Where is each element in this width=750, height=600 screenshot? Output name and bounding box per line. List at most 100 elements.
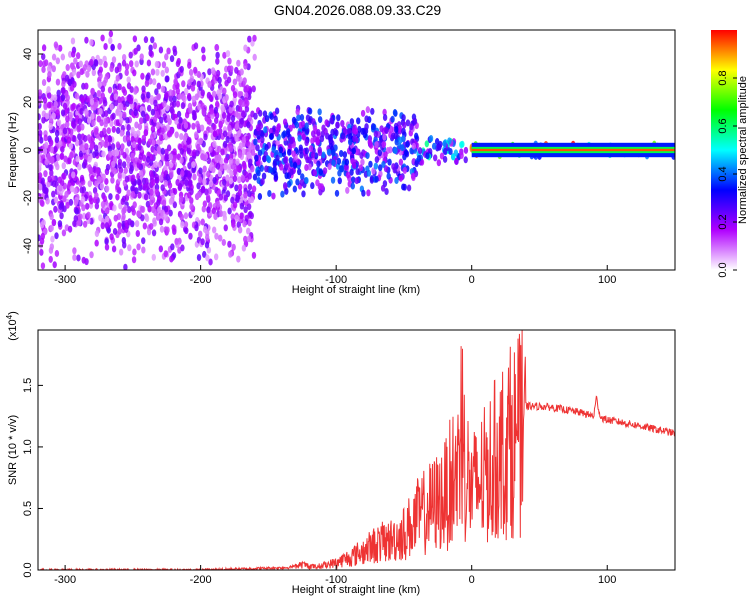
- spectrogram-cell: [61, 86, 66, 94]
- spectrogram-cell: [81, 186, 87, 194]
- spectrogram-cell: [274, 107, 280, 115]
- spectrogram-cell: [383, 151, 388, 159]
- spectrogram-cell: [126, 123, 131, 131]
- spectrogram-cell: [246, 235, 252, 243]
- spectrogram-cell: [208, 258, 213, 266]
- spectrogram-cell: [180, 169, 185, 177]
- spectrogram-cell: [204, 188, 209, 196]
- spectrogram-cell: [103, 76, 109, 84]
- spectrogram-cell: [93, 59, 98, 67]
- spectrogram-cell: [158, 174, 164, 182]
- spectrogram-cell: [89, 38, 94, 46]
- spectrogram-cell: [231, 243, 236, 251]
- spectrogram-cell: [172, 201, 177, 209]
- spectrogram-cell: [104, 238, 109, 246]
- spectrogram-cell: [100, 201, 106, 209]
- spectrogram-cell: [53, 145, 58, 153]
- spectrogram-cell: [51, 53, 57, 61]
- spectrogram-cell: [140, 110, 146, 118]
- spectrogram-cell: [387, 158, 392, 166]
- spectrogram-cell: [101, 173, 106, 181]
- spectrogram-cell: [344, 158, 350, 166]
- spectrogram-cell: [315, 179, 320, 187]
- spectrogram-cell: [374, 175, 379, 183]
- spectrogram-cell: [223, 72, 228, 80]
- spectrogram-cell: [246, 121, 251, 129]
- spectrogram-cell: [356, 117, 361, 125]
- spectrogram-cell: [107, 135, 113, 143]
- spectrogram-cell: [74, 207, 80, 215]
- spectrogram-cell: [143, 129, 148, 137]
- spectrogram-cell: [172, 148, 177, 156]
- spectrogram-cell: [200, 218, 205, 226]
- spectrogram-cell: [366, 189, 371, 197]
- y-tick-label: 1.5: [22, 378, 34, 393]
- spectrogram-cell: [72, 254, 77, 262]
- spectrogram-cell: [42, 60, 47, 68]
- spectrogram-cell: [117, 83, 122, 91]
- spectrogram-cell: [234, 135, 239, 143]
- spectrogram-cell: [144, 214, 150, 222]
- spectrogram-cell: [318, 188, 323, 196]
- spectrogram-cell: [150, 68, 156, 76]
- spectrogram-cell: [280, 190, 285, 198]
- spectrogram-cell: [442, 155, 448, 163]
- spectrogram-cell: [122, 88, 128, 96]
- spectrogram-cell: [330, 176, 336, 184]
- spectrogram-cell: [141, 134, 147, 142]
- spectrogram-cell: [139, 53, 144, 61]
- spectrogram-cell: [84, 108, 89, 116]
- spectrogram-cell: [252, 34, 257, 42]
- spectrogram-cell: [110, 143, 116, 151]
- spectrogram-cell: [393, 132, 398, 140]
- spectrogram-cell: [232, 78, 238, 86]
- spectrogram-cell: [279, 163, 284, 171]
- spectrogram-cell: [48, 139, 54, 147]
- spectrogram-cell: [289, 168, 294, 176]
- spectrogram-cell: [148, 49, 153, 57]
- spectrogram-cell: [76, 219, 82, 227]
- x-tick-label: 100: [598, 274, 616, 286]
- spectrogram-cell: [38, 161, 42, 169]
- spectrogram-cell: [55, 153, 61, 161]
- spectrogram-cell: [61, 80, 66, 88]
- spectrogram-cell: [172, 49, 178, 57]
- spectrogram-cell: [300, 120, 306, 128]
- spectrogram-cell: [212, 140, 217, 148]
- spectrogram-cell: [204, 233, 210, 241]
- spectrogram-cell: [198, 230, 203, 238]
- spectrogram-cell: [149, 133, 155, 141]
- spectrogram-cell: [128, 60, 134, 68]
- spectrogram-cell: [165, 104, 170, 112]
- spectrogram-cell: [53, 100, 58, 108]
- spectrogram-cell: [160, 127, 165, 135]
- spectrogram-cell: [97, 81, 102, 89]
- spectrogram-cell: [58, 203, 63, 211]
- spectrogram-cell: [276, 124, 281, 132]
- spectrogram-cell: [108, 30, 114, 38]
- spectrogram-cell: [241, 136, 247, 144]
- spectrogram-cell: [71, 68, 77, 76]
- spectrogram-cell: [99, 182, 105, 190]
- spectrogram-cell: [46, 85, 51, 93]
- spectrogram-cell: [252, 53, 257, 61]
- spectrogram-cell: [243, 191, 248, 199]
- spectrogram-cell: [55, 78, 61, 86]
- spectrogram-cell: [104, 243, 110, 251]
- spectrogram-cell: [121, 161, 127, 169]
- spectrogram-cell: [263, 126, 268, 134]
- spectrogram-cell: [156, 82, 162, 90]
- spectrogram-cell: [51, 219, 57, 227]
- spectrogram-cell: [242, 220, 247, 228]
- spectrogram-cell: [384, 187, 389, 195]
- spectrogram-cell: [133, 130, 138, 138]
- spectrogram-cell: [142, 183, 148, 191]
- spectrogram-cell: [57, 220, 63, 228]
- spectrogram-cell: [50, 235, 55, 243]
- spectrogram-cell: [136, 243, 141, 251]
- snr-exponent-power: 4: [5, 314, 14, 319]
- spectrogram-cell: [264, 165, 269, 173]
- spectrogram-cell: [196, 80, 201, 88]
- spectrogram-cell: [298, 147, 304, 155]
- spectrogram-cell: [137, 123, 143, 131]
